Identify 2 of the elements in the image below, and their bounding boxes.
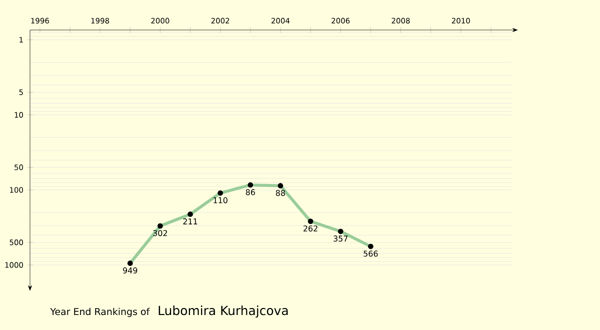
text: Lubomira Kurhajcova (158, 306, 288, 318)
text: Year End Rankings of (50, 308, 150, 317)
